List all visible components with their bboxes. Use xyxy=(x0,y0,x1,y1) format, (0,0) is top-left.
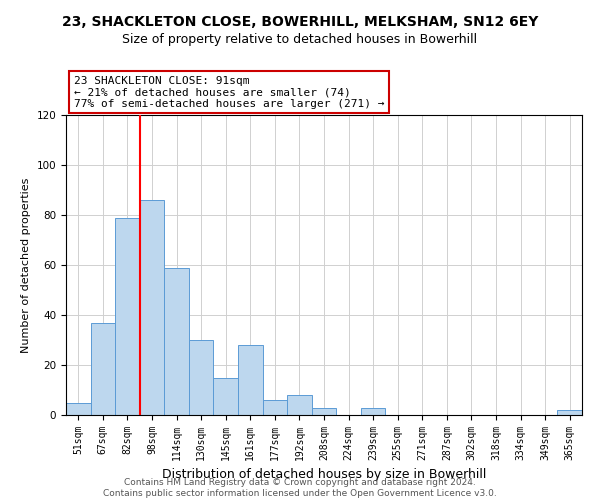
Text: Size of property relative to detached houses in Bowerhill: Size of property relative to detached ho… xyxy=(122,32,478,46)
Bar xyxy=(214,378,238,415)
Text: 23 SHACKLETON CLOSE: 91sqm
← 21% of detached houses are smaller (74)
77% of semi: 23 SHACKLETON CLOSE: 91sqm ← 21% of deta… xyxy=(74,76,384,109)
Bar xyxy=(312,408,336,415)
Bar xyxy=(91,322,115,415)
Text: Contains HM Land Registry data © Crown copyright and database right 2024.
Contai: Contains HM Land Registry data © Crown c… xyxy=(103,478,497,498)
X-axis label: Distribution of detached houses by size in Bowerhill: Distribution of detached houses by size … xyxy=(162,468,486,481)
Bar xyxy=(140,200,164,415)
Bar xyxy=(66,402,91,415)
Bar xyxy=(115,218,140,415)
Bar xyxy=(287,395,312,415)
Text: 23, SHACKLETON CLOSE, BOWERHILL, MELKSHAM, SN12 6EY: 23, SHACKLETON CLOSE, BOWERHILL, MELKSHA… xyxy=(62,15,538,29)
Bar xyxy=(263,400,287,415)
Bar xyxy=(557,410,582,415)
Bar xyxy=(189,340,214,415)
Bar xyxy=(164,268,189,415)
Bar xyxy=(361,408,385,415)
Y-axis label: Number of detached properties: Number of detached properties xyxy=(21,178,31,352)
Bar xyxy=(238,345,263,415)
